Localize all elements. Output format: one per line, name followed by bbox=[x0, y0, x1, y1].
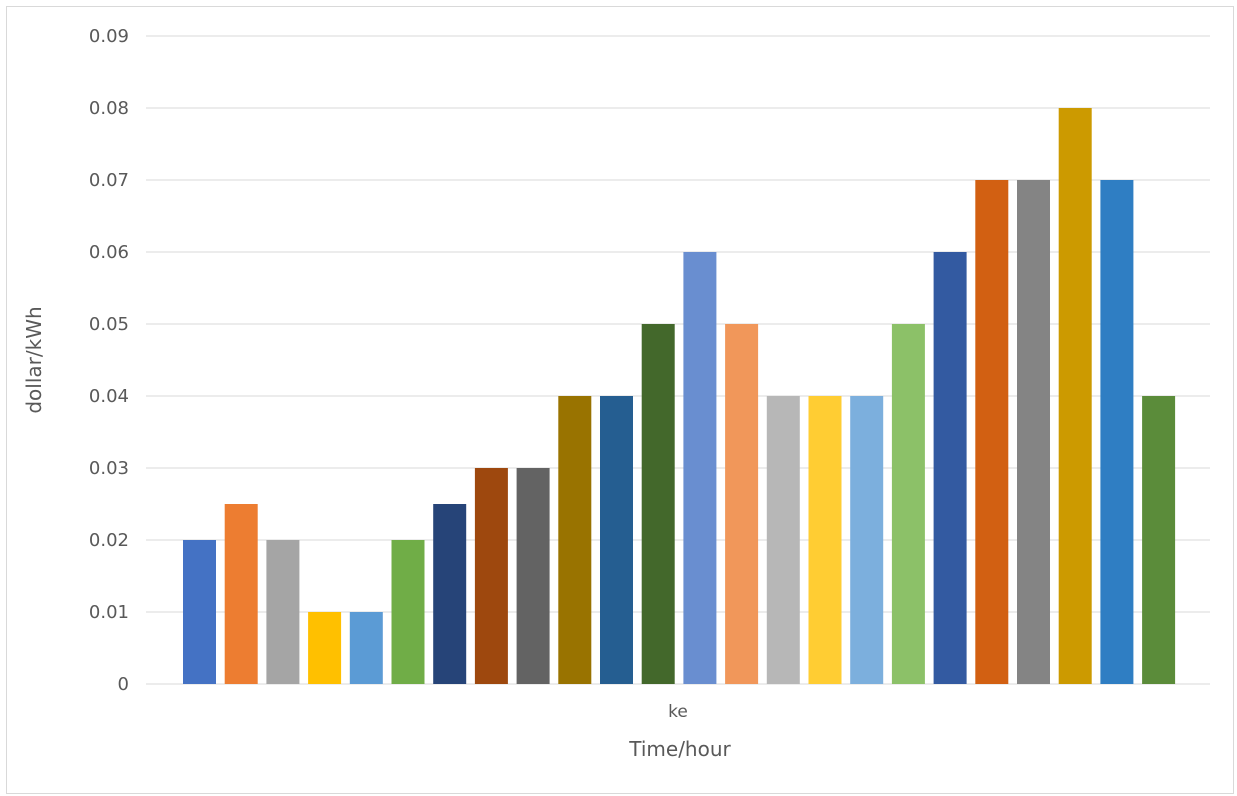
bar bbox=[975, 180, 1009, 684]
x-axis-title: Time/hour bbox=[628, 737, 731, 761]
y-tick-label: 0.04 bbox=[89, 386, 129, 407]
bar bbox=[641, 324, 675, 684]
bar bbox=[683, 252, 717, 684]
bar bbox=[474, 468, 508, 684]
y-axis-ticks: 0 0.01 0.02 0.03 0.04 0.05 0.06 0.07 0.08 0.09 bbox=[89, 26, 129, 695]
bar bbox=[391, 540, 425, 684]
bar bbox=[808, 396, 842, 684]
gridlines bbox=[146, 35, 1210, 685]
bar bbox=[349, 612, 383, 684]
bars bbox=[183, 108, 1176, 684]
y-tick-label: 0.08 bbox=[89, 98, 129, 119]
y-tick-label: 0.09 bbox=[89, 26, 129, 47]
x-category-label: ke bbox=[668, 702, 688, 722]
bar bbox=[1142, 396, 1176, 684]
bar bbox=[516, 468, 550, 684]
y-tick-label: 0.05 bbox=[89, 314, 129, 335]
bar bbox=[891, 324, 925, 684]
y-tick-label: 0.01 bbox=[89, 602, 129, 623]
bar bbox=[224, 504, 258, 684]
bar bbox=[725, 324, 759, 684]
bar bbox=[308, 612, 342, 684]
y-axis-title: dollar/kWh bbox=[22, 306, 46, 413]
y-tick-label: 0 bbox=[118, 674, 129, 695]
x-axis-categories: ke bbox=[668, 702, 688, 722]
bar bbox=[433, 504, 467, 684]
bar bbox=[1100, 180, 1134, 684]
bar bbox=[558, 396, 592, 684]
y-tick-label: 0.07 bbox=[89, 170, 129, 191]
bar bbox=[266, 540, 300, 684]
bar bbox=[600, 396, 633, 684]
bar bbox=[766, 396, 800, 684]
bar bbox=[1017, 180, 1050, 684]
bar bbox=[1058, 108, 1092, 684]
y-tick-label: 0.03 bbox=[89, 458, 129, 479]
bar bbox=[183, 540, 216, 684]
bar bbox=[850, 396, 884, 684]
bar bbox=[933, 252, 967, 684]
y-tick-label: 0.02 bbox=[89, 530, 129, 551]
y-tick-label: 0.06 bbox=[89, 242, 129, 263]
